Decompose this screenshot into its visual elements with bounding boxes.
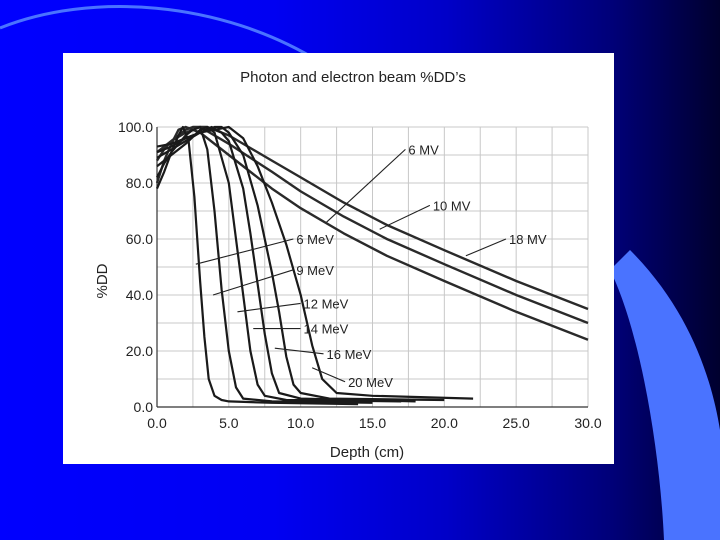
decorative-right-swoosh [610, 250, 720, 540]
chart-title: Photon and electron beam %DD’s [240, 69, 466, 86]
decorative-top-arc [0, 5, 321, 64]
x-tick-label: 5.0 [219, 415, 239, 431]
annotation-leader-18-mv [465, 238, 507, 257]
x-tick-label: 0.0 [147, 415, 167, 431]
annotation-leader-16-mev [274, 347, 324, 355]
x-tick-label: 15.0 [359, 415, 386, 431]
series-line-12-mev [156, 125, 402, 403]
y-axis-label: %DD [94, 263, 111, 298]
grid-layer [156, 126, 589, 408]
annotation-leader-6-mev [195, 238, 294, 265]
x-tick-label: 20.0 [431, 415, 458, 431]
y-tick-label: 40.0 [126, 287, 153, 303]
y-tick-label: 20.0 [126, 343, 153, 359]
annotation-label-9-mev: 9 MeV [296, 263, 334, 278]
annotation-leader-10-mv [379, 204, 431, 230]
series-line-6-mev [155, 125, 359, 406]
annotation-label-18-mv: 18 MV [509, 232, 547, 247]
annotation-label-6-mv: 6 MV [408, 142, 439, 157]
annotation-label-6-mev: 6 MeV [296, 232, 334, 247]
series-layer [155, 125, 589, 406]
annotation-label-12-mev: 12 MeV [304, 296, 349, 311]
y-tick-label: 0.0 [134, 399, 154, 415]
tick-label-layer: 0.0 5.0 10.0 15.0 20.0 25.0 30.0 0.0 20.0 40.0 60.… [118, 119, 602, 431]
x-tick-label: 10.0 [287, 415, 314, 431]
percent-depth-dose-chart: Photon and electron beam %DD’s 6 MV 10 MV… [94, 69, 602, 461]
annotation-leader-6-mv [326, 148, 406, 223]
annotation-label-10-mv: 10 MV [433, 198, 471, 213]
annotation-label-20-mev: 20 MeV [348, 375, 393, 390]
chart-panel: Photon and electron beam %DD’s 6 MV 10 MV… [63, 53, 614, 464]
series-line-20-mev [156, 125, 474, 400]
annotation-label-14-mev: 14 MeV [304, 322, 349, 337]
y-tick-label: 100.0 [118, 119, 153, 135]
y-tick-label: 60.0 [126, 231, 153, 247]
x-tick-label: 30.0 [574, 415, 601, 431]
x-tick-label: 25.0 [503, 415, 530, 431]
annotation-leader-20-mev [311, 367, 346, 383]
x-axis-label: Depth (cm) [330, 444, 404, 461]
annotation-layer: 6 MV 10 MV 18 MV 6 MeV 9 MeV 12 MeV 14 MeV 16 M… [195, 142, 547, 390]
series-line-18-mv [156, 125, 589, 311]
series-line-14-mev [156, 125, 416, 403]
series-line-9-mev [156, 125, 373, 404]
annotation-label-16-mev: 16 MeV [327, 347, 372, 362]
annotation-leader-9-mev [212, 269, 294, 296]
annotation-leader-12-mev [237, 302, 301, 313]
y-tick-label: 80.0 [126, 175, 153, 191]
